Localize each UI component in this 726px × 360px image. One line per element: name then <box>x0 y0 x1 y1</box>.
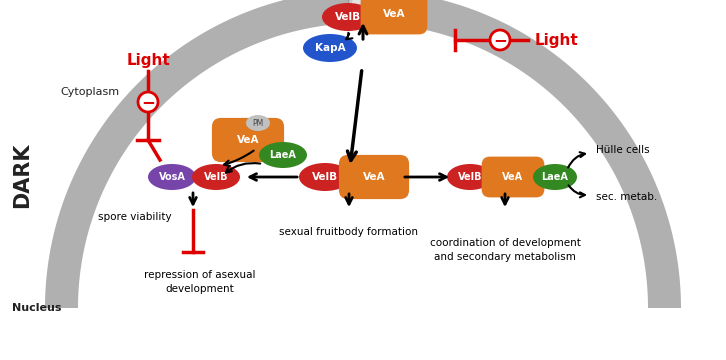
Text: coordination of development
and secondary metabolism: coordination of development and secondar… <box>430 238 581 262</box>
FancyArrowPatch shape <box>568 185 585 197</box>
Ellipse shape <box>447 164 493 190</box>
FancyArrowPatch shape <box>226 163 260 173</box>
FancyArrowPatch shape <box>346 33 352 39</box>
Ellipse shape <box>246 115 270 131</box>
Ellipse shape <box>303 34 357 62</box>
Text: PM: PM <box>253 118 264 127</box>
Text: VelB: VelB <box>335 12 361 22</box>
Text: DARK: DARK <box>12 142 32 208</box>
Ellipse shape <box>533 164 577 190</box>
Text: VelB: VelB <box>204 172 228 182</box>
Text: Light: Light <box>535 32 579 48</box>
Text: Nucleus: Nucleus <box>12 303 62 313</box>
Ellipse shape <box>259 142 307 168</box>
Text: −: − <box>493 31 507 49</box>
Ellipse shape <box>322 3 374 31</box>
Text: VeA: VeA <box>363 172 386 182</box>
Text: VosA: VosA <box>158 172 185 182</box>
Text: spore viability: spore viability <box>98 212 172 222</box>
Text: repression of asexual
development: repression of asexual development <box>144 270 256 294</box>
Ellipse shape <box>148 164 196 190</box>
Text: KapA: KapA <box>314 43 346 53</box>
Text: LaeA: LaeA <box>542 172 568 182</box>
FancyArrowPatch shape <box>568 152 585 167</box>
Text: Light: Light <box>126 53 170 68</box>
Text: sexual fruitbody formation: sexual fruitbody formation <box>280 227 418 237</box>
FancyBboxPatch shape <box>212 118 284 162</box>
Ellipse shape <box>192 164 240 190</box>
Text: LaeA: LaeA <box>269 150 296 160</box>
FancyBboxPatch shape <box>481 157 544 197</box>
Circle shape <box>490 30 510 50</box>
Text: VeA: VeA <box>383 9 405 19</box>
Circle shape <box>138 92 158 112</box>
FancyBboxPatch shape <box>339 155 409 199</box>
FancyArrowPatch shape <box>224 150 253 166</box>
Ellipse shape <box>299 163 351 191</box>
Polygon shape <box>45 0 681 308</box>
Ellipse shape <box>348 0 378 30</box>
Text: sec. metab.: sec. metab. <box>596 192 657 202</box>
Text: VelB: VelB <box>312 172 338 182</box>
Text: VeA: VeA <box>237 135 259 145</box>
FancyBboxPatch shape <box>361 0 428 35</box>
Text: Hülle cells: Hülle cells <box>596 145 650 155</box>
Text: VeA: VeA <box>502 172 523 182</box>
Ellipse shape <box>352 0 370 20</box>
Text: VelB: VelB <box>458 172 482 182</box>
Text: Cytoplasm: Cytoplasm <box>60 87 119 97</box>
Text: −: − <box>141 93 155 111</box>
